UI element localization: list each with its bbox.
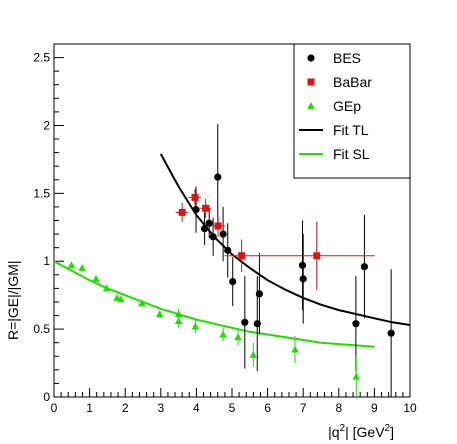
gep-point [102, 284, 111, 292]
axis-ticks: 0 1 2 3 4 5 6 7 8 9 10 0 0.5 1 1.5 2 2.5 [33, 51, 417, 415]
x-tick-label: 4 [193, 401, 200, 415]
gep-point [234, 333, 242, 341]
y-tick-label: 2 [43, 118, 50, 132]
bes-point [255, 290, 264, 298]
fit-line-fit-sl [53, 260, 375, 348]
y-axis-title: R=|GE|/|GM| [5, 260, 21, 340]
legend-label-bes: BES [333, 50, 361, 66]
babar-point [178, 208, 186, 216]
gep-point [155, 310, 164, 318]
bes-point [387, 329, 395, 337]
babar-point [214, 222, 222, 230]
bes-point [360, 263, 369, 271]
bes-point [298, 261, 307, 269]
gep-point [191, 322, 200, 330]
bes-point [219, 230, 227, 238]
gep-point [249, 350, 258, 358]
babar-point [191, 193, 199, 201]
x-tick-label: 1 [86, 401, 93, 415]
legend: BES BaBar GEp Fit TL Fit SL [293, 43, 411, 179]
x-tick-label: 8 [335, 401, 342, 415]
gep-point [117, 295, 125, 303]
legend-label-fit_sl: Fit SL [333, 146, 370, 162]
bes-point [205, 219, 213, 227]
x-tick-label: 9 [371, 401, 378, 415]
fit-curves [53, 153, 411, 348]
legend-symbol-gep [307, 102, 315, 109]
babar-point [313, 252, 321, 260]
legend-symbol-bes [307, 54, 315, 62]
data-points [67, 124, 395, 399]
x-tick-label: 7 [300, 401, 307, 415]
bes-point [224, 246, 232, 254]
bes-point [229, 277, 237, 286]
legend-box [293, 43, 411, 179]
gep-point [138, 299, 146, 307]
gep-point [219, 330, 227, 338]
bes-point [214, 173, 222, 181]
bes-point [192, 206, 200, 214]
y-tick-label: 2.5 [33, 51, 50, 65]
y-tick-label: 0.5 [33, 322, 50, 336]
gep-point [352, 372, 361, 380]
x-tick-label: 6 [264, 401, 271, 415]
legend-label-babar: BaBar [333, 74, 372, 90]
y-tick-label: 1 [43, 254, 50, 268]
gep-point [92, 274, 100, 282]
bes-point [241, 318, 249, 326]
gep-point [174, 316, 183, 324]
x-tick-label: 10 [403, 401, 417, 415]
x-tick-label: 2 [122, 401, 129, 415]
bes-point [209, 233, 217, 241]
x-tick-label: 3 [157, 401, 164, 415]
bes-point [352, 320, 360, 328]
gep-point [174, 310, 183, 318]
gep-point [291, 345, 299, 353]
babar-point [202, 204, 210, 212]
gep-point [78, 264, 86, 272]
x-tick-label: 0 [51, 401, 58, 415]
fit-line-fit-tl [159, 153, 411, 326]
gep-point [67, 261, 76, 269]
bes-point [299, 275, 307, 283]
legend-symbol-babar [307, 78, 315, 86]
babar-point [238, 252, 246, 260]
legend-label-gep: GEp [333, 98, 361, 114]
x-axis-title: |q2| [GeV2] [328, 423, 394, 440]
legend-label-fit_tl: Fit TL [333, 122, 369, 138]
y-tick-label: 0 [43, 390, 50, 404]
bes-point [200, 225, 209, 233]
x-tick-label: 5 [229, 401, 236, 415]
y-tick-label: 1.5 [33, 186, 50, 200]
